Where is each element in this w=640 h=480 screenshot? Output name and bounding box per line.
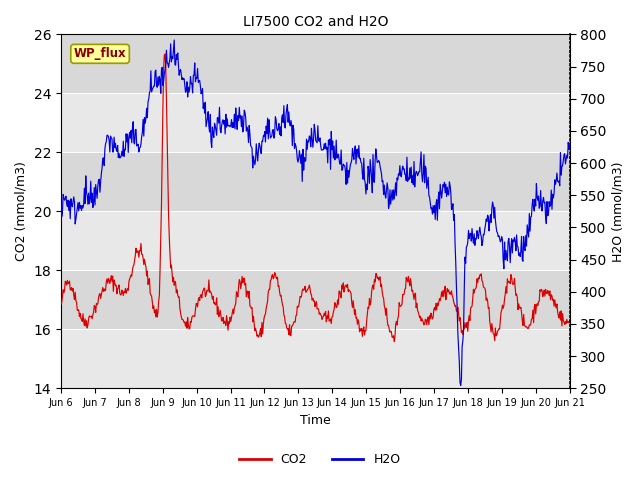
Bar: [61, 329, 570, 388]
Text: WP_flux: WP_flux: [74, 48, 126, 60]
Y-axis label: H2O (mmol/m3): H2O (mmol/m3): [612, 161, 625, 262]
Y-axis label: CO2 (mmol/m3): CO2 (mmol/m3): [15, 161, 28, 261]
Bar: [61, 93, 570, 152]
Bar: [61, 211, 570, 270]
X-axis label: Time: Time: [300, 414, 331, 427]
Legend: CO2, H2O: CO2, H2O: [234, 448, 406, 471]
Title: LI7500 CO2 and H2O: LI7500 CO2 and H2O: [243, 15, 388, 29]
